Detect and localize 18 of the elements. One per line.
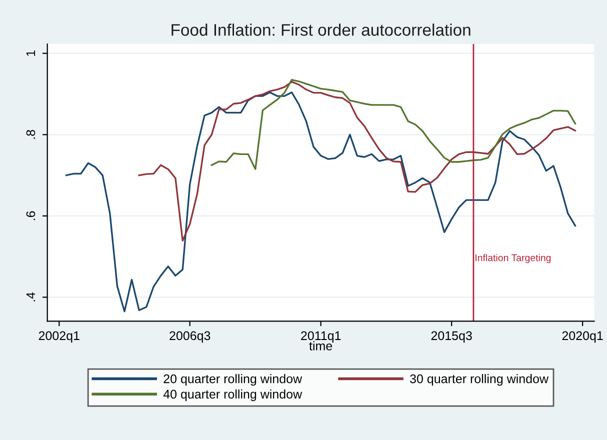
y-tick-label: 1 [26,50,36,56]
legend-label: 40 quarter rolling window [163,389,302,402]
line-series [210,78,576,170]
legend-label: 30 quarter rolling window [410,374,549,386]
x-tick-label: 2020q1 [562,331,603,343]
x-axis-title: time [309,341,332,350]
ref-line-label: Inflation Targeting [476,254,551,264]
y-tick-label: .8 [26,130,36,139]
x-tick-label: 2011q1 [301,331,341,343]
chart-title: Food Inflation: First order autocorrelation [172,24,470,36]
y-tick-label: .4 [26,292,36,302]
x-tick-label: 2006q3 [170,331,210,343]
legend-label: 20 quarter rolling window [164,374,302,386]
y-tick-label: .6 [26,211,36,220]
line-series [65,92,576,312]
line-series [138,80,576,242]
x-tick-label: 2002q1 [38,331,80,343]
x-tick-label: 2015q3 [431,331,472,343]
